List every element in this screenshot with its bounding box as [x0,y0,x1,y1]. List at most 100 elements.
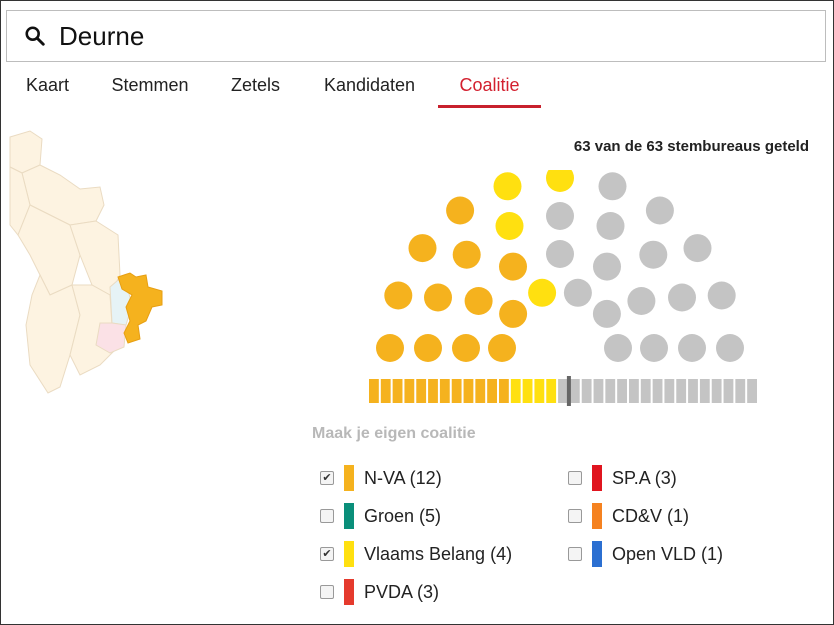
seat-dot [678,334,706,362]
seat-bar-segment [581,379,592,403]
seat-dot [452,240,481,269]
party-label: N-VA (12) [364,467,442,488]
seat-dot [604,334,632,362]
seat-dot [376,334,404,362]
party-option[interactable]: PVDA (3) [320,577,439,607]
seat-bar-segment [487,379,497,403]
checkbox-unchecked[interactable] [568,509,582,523]
seat-bar [369,376,757,406]
seat-bar-segment [711,379,722,403]
seat-bar-segment [451,379,462,403]
map-region [69,284,121,376]
seat-bar-segment [676,379,687,403]
party-color-swatch [344,503,354,529]
seat-dot [495,212,524,240]
seat-bar-segment [640,379,651,403]
coalition-title: Maak je eigen coalitie [312,425,476,442]
seat-bar-segment [522,379,533,403]
party-label: SP.A (3) [612,467,677,488]
seat-bar-segment [546,379,557,403]
seat-dot [627,287,656,315]
tab-kandidaten[interactable]: Kandidaten [323,75,416,95]
seat-dot [598,172,627,201]
seat-bar-segment [735,379,746,403]
tab-coalitie[interactable]: Coalitie [438,66,541,108]
seat-dot [592,299,621,328]
map-region-deurne [117,272,163,344]
seat-bar-segment [569,379,580,403]
seat-hemicycle [376,170,744,362]
seat-bar-segment [593,379,604,403]
map-region-accent-b [95,322,127,354]
seat-bar-segment [392,379,403,403]
seat-bar-segment [499,379,509,403]
seat-bar-segment [416,379,427,403]
checkbox-checked[interactable]: ✔ [320,547,334,561]
seat-dot [546,202,574,230]
seat-dot [683,234,712,263]
party-label: CD&V (1) [612,505,690,526]
party-label: Groen (5) [364,505,442,526]
seat-bar-segment [629,379,639,403]
tab-zetels[interactable]: Zetels [230,75,281,95]
party-option[interactable]: ✔ N-VA (12) [320,463,442,493]
party-option[interactable]: Open VLD (1) [568,539,723,569]
party-label: Vlaams Belang (4) [364,543,513,564]
seat-dot [716,334,744,362]
checkbox-unchecked[interactable] [320,585,334,599]
seat-dot [414,334,442,362]
party-label: PVDA (3) [364,581,440,602]
seat-dot [563,278,592,307]
tab-stemmen[interactable]: Stemmen [111,75,189,95]
seat-bar-segment [428,379,438,403]
seat-bar-segment [688,379,698,403]
search-bar[interactable] [6,10,826,62]
party-color-swatch [592,541,602,567]
seat-dot [645,196,674,225]
counted-status: 63 van de 63 stembureaus geteld [573,138,809,155]
seat-bar-segment [369,379,379,403]
search-icon [25,26,45,46]
checkbox-unchecked[interactable] [320,509,334,523]
seat-dot [596,212,625,240]
party-color-swatch [344,541,354,567]
checkbox-unchecked[interactable] [568,471,582,485]
tab-bar: Kaart Stemmen Zetels Kandidaten Coalitie [0,66,834,110]
seat-dot [452,334,480,362]
seat-dot [488,334,516,362]
seat-dot [528,278,557,307]
seat-bar-segment [380,379,391,403]
seat-bar-segment [463,379,474,403]
checkbox-unchecked[interactable] [568,547,582,561]
majority-marker [566,376,571,406]
seat-bar-segment [747,379,757,403]
seat-dot [639,240,668,269]
map-region [25,273,81,394]
party-option[interactable]: CD&V (1) [568,501,689,531]
seat-bar-segment [439,379,450,403]
seat-bar-segment [652,379,663,403]
seat-dot [668,283,696,312]
party-option[interactable]: ✔ Vlaams Belang (4) [320,539,512,569]
party-color-swatch [592,465,602,491]
party-color-swatch [592,503,602,529]
seat-dot [464,287,493,315]
tab-kaart[interactable]: Kaart [25,75,70,95]
seat-dot [593,252,621,281]
party-color-swatch [344,579,354,605]
seat-dot [499,299,528,328]
seat-bar-segment [510,379,521,403]
party-label: Open VLD (1) [612,543,724,564]
party-color-swatch [344,465,354,491]
seat-dot [493,172,522,201]
checkbox-checked[interactable]: ✔ [320,471,334,485]
seat-dot [707,281,736,310]
party-option[interactable]: SP.A (3) [568,463,677,493]
seat-bar-segment [605,379,616,403]
party-option[interactable]: Groen (5) [320,501,441,531]
seat-dot [446,196,475,225]
seat-dot [546,240,574,268]
seat-bar-segment [475,379,486,403]
search-input[interactable] [59,19,799,53]
seat-dot [640,334,668,362]
